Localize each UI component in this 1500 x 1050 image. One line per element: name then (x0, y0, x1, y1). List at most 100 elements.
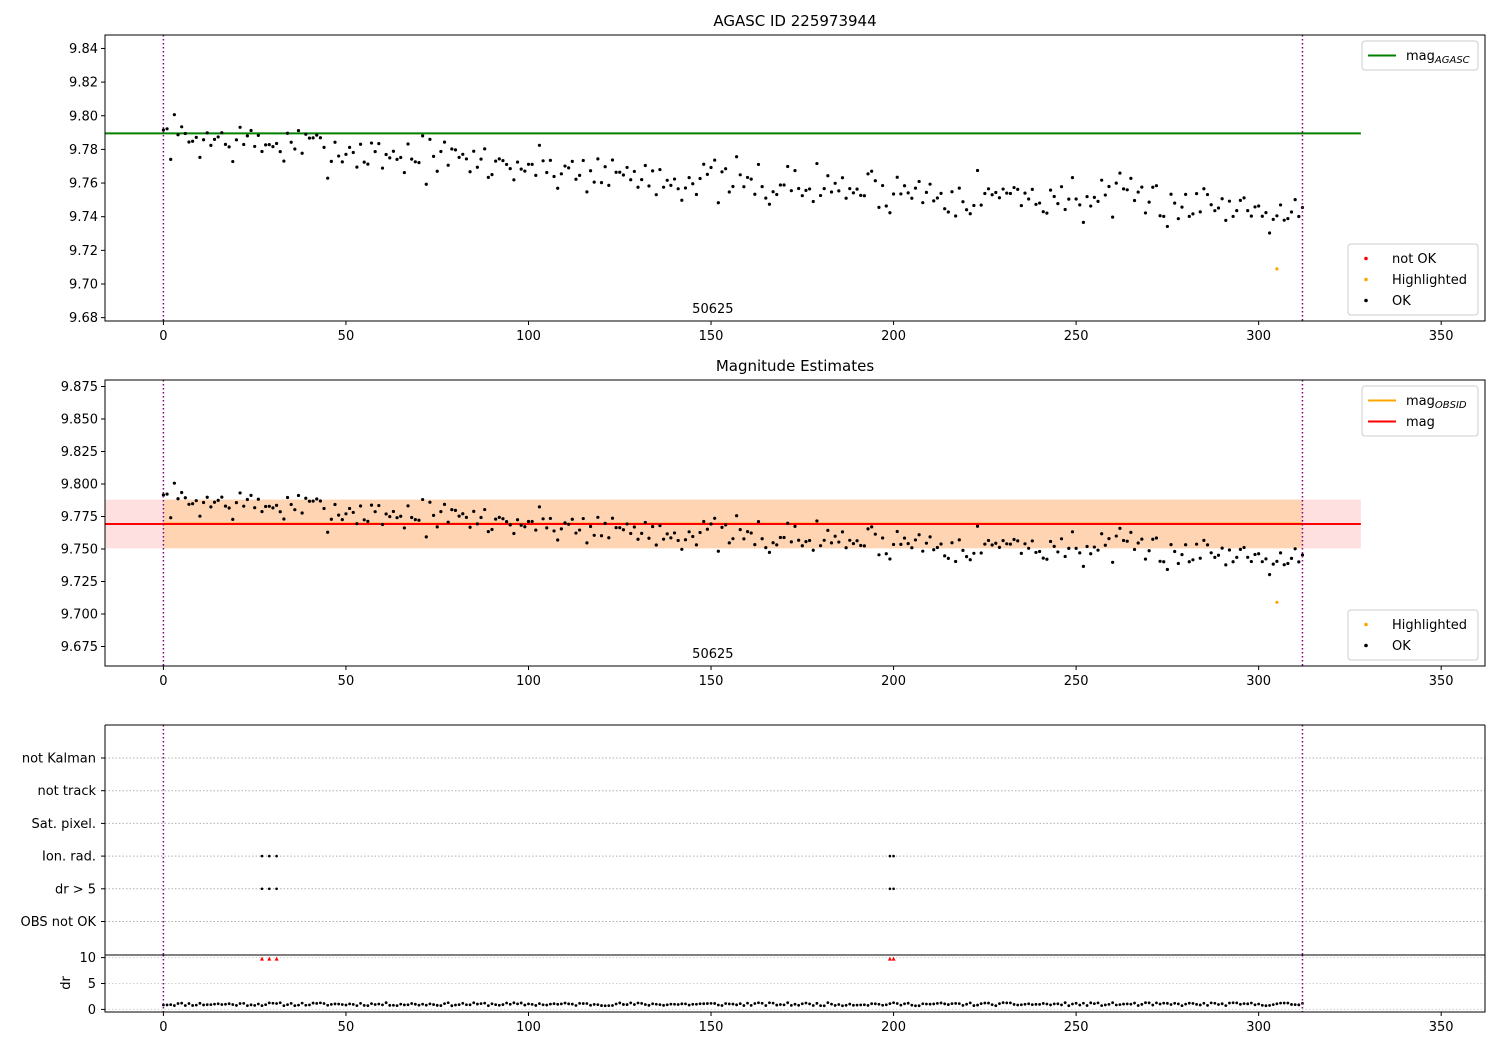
panel2-x-tick-label: 50 (338, 674, 355, 689)
panel2-point-ok (859, 543, 863, 548)
panel1-point-ok (183, 131, 187, 136)
panel2-point-ok (180, 490, 184, 495)
dr-point (556, 1002, 560, 1006)
panel2-point-ok (1253, 552, 1257, 557)
panel2-point-ok (172, 481, 176, 485)
dr-point (873, 1002, 877, 1006)
dr-point (1023, 1002, 1027, 1006)
panel2-y-tick-label: 9.725 (61, 575, 98, 590)
panel1-point-ok (1143, 211, 1148, 215)
panel1-point-ok (201, 138, 206, 142)
dr-point (903, 1002, 906, 1006)
dr-point (548, 1002, 552, 1006)
panel1-point-ok (1147, 200, 1151, 204)
panel2-point-ok (702, 519, 706, 524)
panel2-point-ok (943, 554, 947, 558)
panel1-point-ok (1023, 191, 1027, 195)
panel2-point-ok (413, 517, 417, 522)
panel2-point-ok (340, 518, 344, 522)
panel2-y-tick-label: 9.825 (61, 445, 98, 460)
panel1-point-ok (267, 143, 271, 147)
panel1-point-ok (990, 193, 994, 197)
panel2-point-ok (1121, 538, 1126, 543)
dr-point (943, 1002, 947, 1006)
panel2-point-ok (256, 497, 260, 501)
dr-point (260, 1004, 264, 1008)
panel2-point-ok (574, 531, 578, 535)
panel1-point-ok (1158, 214, 1162, 218)
dr-point (866, 1003, 870, 1007)
dr-point (954, 1001, 958, 1005)
panel2-point-ok (1030, 539, 1034, 543)
panel1-point-ok (165, 127, 169, 131)
panel2-point-ok (1180, 552, 1184, 557)
dr-point (216, 1002, 220, 1006)
panel2-point-ok (1118, 526, 1122, 530)
panel1-x-tick-label: 250 (1064, 329, 1089, 344)
panel1-x-tick-label: 300 (1246, 329, 1271, 344)
panel2-point-ok (680, 547, 684, 551)
panel2-point-ok (753, 543, 757, 547)
dr-point (318, 1001, 322, 1005)
panel2-point-ok (530, 519, 534, 524)
panel2-point-ok (840, 530, 845, 534)
panel2-point-ok (800, 544, 804, 548)
dr-point (253, 1003, 257, 1007)
panel2-point-ok (293, 508, 297, 512)
panel1-point-ok (1275, 214, 1279, 218)
panel1-point-ok (1140, 185, 1144, 189)
dr-point (611, 1004, 614, 1007)
panel2-point-ok (545, 526, 549, 530)
dr-point (381, 1003, 384, 1007)
panel1-point-ok (1260, 214, 1264, 218)
flags-panel: not Kalman not track Sat. pixel. Ion. rad. d… (21, 724, 1486, 955)
dr-point (793, 1002, 797, 1006)
panel1-point-ok (289, 140, 293, 144)
panel2-point-ok (629, 531, 633, 536)
dr-point (935, 1002, 939, 1005)
panel2-point-ok (913, 538, 918, 542)
panel1-point-ok (271, 145, 275, 149)
panel2-point-ok (1151, 537, 1155, 541)
panel2-point-ok (884, 552, 888, 556)
panel2-point-ok (1300, 553, 1305, 557)
panel1-point-ok (479, 157, 483, 161)
dr-point (746, 1001, 749, 1005)
panel2-point-ok (1063, 554, 1067, 559)
panel1-point-ok (968, 212, 972, 216)
panel2-point-ok (223, 504, 228, 508)
dr-point (727, 1002, 731, 1006)
panel2-point-ok (373, 510, 377, 514)
panel1-point-ok (742, 185, 746, 189)
panel1-point-ok (848, 187, 852, 191)
panel1-point-ok (1216, 206, 1221, 210)
panel1-point-ok (1242, 196, 1246, 200)
panel1-x-tick-label: 100 (516, 329, 541, 344)
panel2-point-ok (238, 491, 242, 495)
panel1-point-ok (1180, 205, 1184, 209)
panel2-point-ok (1103, 543, 1107, 547)
flag-point (888, 854, 892, 858)
panel1-point-ok (395, 157, 399, 161)
panel2-y-tick-label: 9.750 (61, 543, 98, 558)
panel1-point-ok (504, 162, 509, 167)
panel1-point-ok (311, 136, 315, 140)
dr-point (1111, 1001, 1115, 1005)
panel2-point-ok (1162, 560, 1166, 564)
panel2-point-ok (651, 524, 655, 529)
panel2-point-ok (304, 496, 308, 500)
panel2-point-ok (581, 516, 585, 521)
panel2-x-tick-label: 200 (881, 674, 906, 689)
panel1-point-ok (424, 182, 428, 186)
panel2-point-ok (282, 517, 286, 521)
panel1-point-ok (906, 191, 910, 195)
panel1-point-ok (749, 177, 753, 181)
dr-point (231, 1003, 235, 1006)
panel1-point-ok (1067, 197, 1071, 201)
dr-point (516, 1002, 519, 1006)
panel1-point-ok (326, 176, 330, 180)
dr-point (392, 1003, 395, 1007)
dr-point (877, 1002, 881, 1006)
panel1-point-ok (588, 169, 593, 173)
panel1-point-ok (377, 142, 381, 146)
